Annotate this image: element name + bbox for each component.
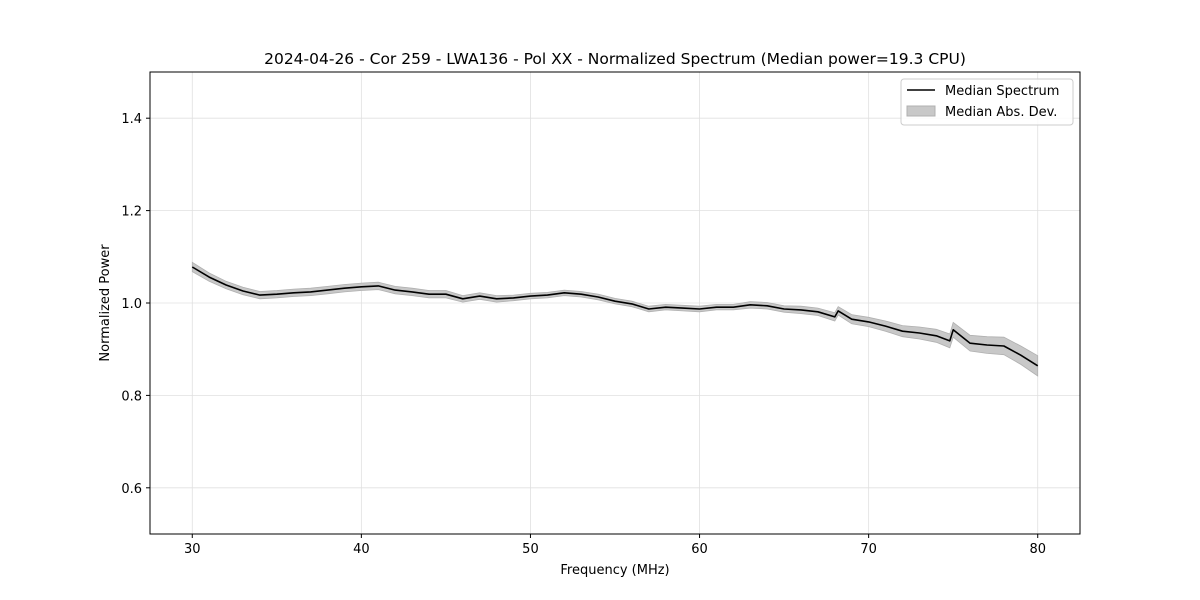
legend-label-mad: Median Abs. Dev. bbox=[945, 105, 1057, 120]
y-tick-label: 1.2 bbox=[121, 205, 142, 220]
y-axis-label: Normalized Power bbox=[98, 244, 113, 362]
legend-band-swatch bbox=[906, 105, 936, 117]
x-tick-label: 40 bbox=[353, 542, 370, 557]
chart-title: 2024-04-26 - Cor 259 - LWA136 - Pol XX -… bbox=[264, 50, 966, 68]
x-tick-label: 70 bbox=[860, 542, 877, 557]
x-tick-label: 80 bbox=[1029, 542, 1046, 557]
y-tick-label: 1.0 bbox=[121, 297, 142, 312]
y-tick-label: 0.8 bbox=[121, 389, 142, 404]
x-tick-label: 30 bbox=[184, 542, 201, 557]
x-tick-label: 60 bbox=[691, 542, 708, 557]
y-tick-label: 1.4 bbox=[121, 112, 142, 127]
median-spectrum-line bbox=[191, 266, 1039, 367]
x-tick-label: 50 bbox=[522, 542, 539, 557]
mad-band bbox=[191, 261, 1039, 377]
y-axis-ticks: 0.6 0.8 1.0 1.2 1.4 bbox=[121, 112, 150, 497]
x-axis-ticks: 30 40 50 60 70 80 bbox=[184, 534, 1046, 557]
legend: Median Spectrum Median Abs. Dev. bbox=[900, 78, 1074, 126]
legend-label-median: Median Spectrum bbox=[945, 84, 1059, 99]
y-tick-label: 0.6 bbox=[121, 482, 142, 497]
x-axis-label: Frequency (MHz) bbox=[560, 563, 669, 578]
legend-box bbox=[900, 78, 1074, 126]
